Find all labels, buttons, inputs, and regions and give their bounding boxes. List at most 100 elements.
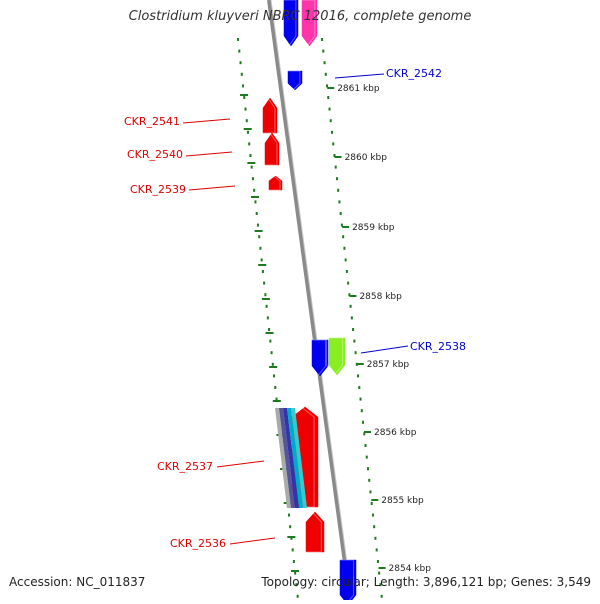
track-dot — [242, 84, 245, 88]
track-dot — [354, 351, 357, 355]
track-dash — [287, 536, 296, 538]
backbone-line — [267, 0, 352, 601]
feature-multicolor-band[interactable] — [275, 408, 307, 508]
track-dot — [291, 548, 294, 552]
track-dot — [260, 258, 263, 262]
scale-tick — [342, 226, 350, 228]
scale-tick-label: 2857 kbp — [367, 360, 410, 370]
track-dot — [254, 200, 257, 204]
track-dot — [370, 502, 373, 505]
track-dot — [269, 339, 272, 343]
track-dash — [240, 94, 249, 96]
track-dot — [350, 316, 353, 320]
track-dash — [250, 196, 259, 198]
track-dot — [237, 38, 240, 41]
track-dot — [347, 281, 350, 285]
track-dot — [326, 84, 329, 88]
gene-label-ckr_2542[interactable]: CKR_2542 — [386, 67, 442, 80]
track-dot — [366, 467, 369, 471]
gene-arrow-ckr_2536[interactable] — [302, 511, 325, 553]
track-dot — [374, 536, 377, 540]
track-dot — [363, 432, 366, 436]
track-dot — [289, 525, 292, 529]
track-dot — [342, 235, 345, 239]
scale-tick-label: 2859 kbp — [352, 223, 395, 233]
feature-top-magenta-feature[interactable] — [299, 0, 318, 47]
track-dot — [344, 258, 347, 262]
track-dash — [272, 400, 281, 402]
track-dot — [253, 188, 256, 192]
track-dot — [294, 571, 297, 575]
track-dot — [330, 130, 333, 134]
feature-top-blue-feature[interactable] — [281, 0, 299, 47]
track-dot — [322, 49, 325, 53]
track-dot — [375, 548, 378, 552]
track-dot — [360, 409, 363, 413]
track-dot — [380, 594, 383, 598]
track-dot — [271, 362, 274, 366]
track-dot — [323, 61, 326, 65]
scale-tick-label: 2855 kbp — [381, 496, 424, 506]
leader-line-ckr_2537 — [216, 460, 265, 468]
gene-label-ckr_2539[interactable]: CKR_2539 — [130, 183, 186, 196]
band-stripe — [287, 408, 303, 508]
scale-tick — [349, 295, 357, 297]
track-dash — [290, 570, 299, 572]
track-dash — [261, 298, 270, 300]
gene-label-ckr_2536[interactable]: CKR_2536 — [170, 537, 226, 550]
track-dot — [334, 165, 337, 169]
feature-lime-feature[interactable] — [326, 337, 346, 376]
genome-backbone — [267, 0, 353, 601]
gene-label-ckr_2541[interactable]: CKR_2541 — [124, 115, 180, 128]
gene-features — [260, 0, 357, 604]
track-dot — [256, 223, 259, 227]
track-dot — [339, 212, 342, 215]
track-dot — [292, 560, 295, 563]
leader-line-ckr_2540 — [185, 151, 233, 157]
band-stripe — [275, 408, 291, 508]
leader-line-ckr_2539 — [188, 185, 236, 191]
track-dot — [255, 212, 258, 215]
track-dot — [332, 142, 335, 146]
gene-arrow-ckr_2540[interactable] — [262, 132, 280, 166]
gene-arrow-ckr_2541[interactable] — [260, 97, 278, 134]
band-stripe — [279, 408, 295, 508]
track-dot — [264, 293, 267, 297]
scale-tick-label: 2861 kbp — [337, 84, 380, 94]
track-dot — [345, 270, 348, 273]
track-dot — [251, 177, 254, 181]
gene-labels: CKR_2542 CKR_2541 CKR_2540 CKR_2539 CKR_2538… — [124, 67, 466, 550]
gene-label-ckr_2537[interactable]: CKR_2537 — [157, 460, 213, 473]
track-dot — [324, 72, 327, 76]
track-dot — [274, 386, 277, 389]
track-dot — [295, 583, 298, 587]
map-title: Clostridium kluyveri NBRC 12016, complet… — [128, 9, 472, 24]
gene-arrow-ckr_2542[interactable] — [285, 70, 303, 91]
track-dot — [365, 455, 368, 459]
gene-arrow-ckr_2538[interactable] — [309, 339, 329, 377]
track-dot — [287, 513, 290, 517]
scale-tick-label: 2858 kbp — [359, 292, 402, 302]
track-dash — [254, 230, 263, 232]
track-dot — [359, 397, 362, 401]
backbone-highlight — [270, 0, 353, 601]
gene-label-ckr_2540[interactable]: CKR_2540 — [127, 148, 183, 161]
track-dot — [268, 328, 271, 331]
track-dot — [371, 513, 374, 517]
gene-arrow-ckr_2539[interactable] — [266, 175, 283, 191]
track-dot — [249, 154, 252, 157]
track-dot — [329, 119, 332, 123]
track-dot — [244, 107, 247, 111]
track-dot — [250, 165, 253, 169]
track-dot — [290, 536, 293, 540]
scale-tick — [334, 156, 342, 158]
track-dot — [238, 49, 241, 53]
track-dots — [237, 38, 383, 598]
track-dash — [243, 128, 252, 130]
track-dash — [258, 264, 267, 266]
track-dot — [362, 420, 365, 424]
leader-line-ckr_2536 — [229, 537, 276, 545]
gene-label-ckr_2538[interactable]: CKR_2538 — [410, 340, 466, 353]
